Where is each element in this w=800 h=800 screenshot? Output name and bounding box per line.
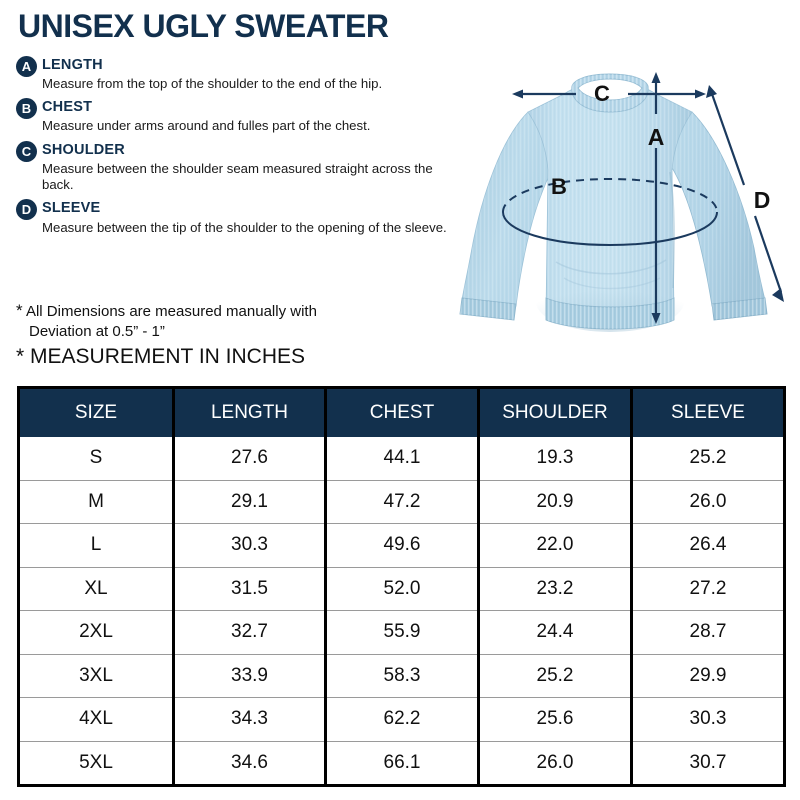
dimension-label-d: D: [754, 187, 771, 213]
legend-item-sleeve: D SLEEVE Measure between the tip of the …: [16, 198, 456, 235]
measurement-legend: A LENGTH Measure from the top of the sho…: [16, 55, 456, 241]
cell-length: 34.6: [172, 740, 326, 786]
length-dimension-a: A: [648, 72, 665, 324]
shoulder-dimension-c: C: [512, 81, 706, 106]
cell-sleeve: 30.3: [630, 697, 785, 741]
size-chart-table: SIZE LENGTH CHEST SHOULDER SLEEVE S 27.6…: [17, 386, 786, 787]
table-row: M 29.1 47.2 20.9 26.0: [18, 479, 785, 524]
cell-sleeve: 30.7: [630, 740, 785, 786]
column-header-chest: CHEST: [324, 387, 479, 437]
dimension-label-b: B: [551, 174, 567, 199]
sweater-illustration: [459, 73, 768, 332]
deviation-note-line1: All Dimensions are measured manually wit…: [25, 303, 317, 320]
cell-shoulder: 20.9: [477, 479, 632, 524]
cell-shoulder: 25.2: [477, 653, 632, 698]
cell-length: 29.1: [172, 479, 326, 524]
cell-chest: 55.9: [324, 610, 479, 654]
cell-length: 34.3: [172, 697, 326, 741]
units-note: * MEASUREMENT IN INCHES: [16, 345, 305, 369]
dimension-label-a: A: [648, 124, 665, 150]
deviation-note: * All Dimensions are measured manually w…: [16, 300, 436, 342]
legend-desc-sleeve: Measure between the tip of the shoulder …: [42, 219, 447, 235]
cell-chest: 44.1: [324, 437, 479, 480]
cell-chest: 66.1: [324, 740, 479, 786]
cell-chest: 62.2: [324, 697, 479, 741]
cell-shoulder: 19.3: [477, 437, 632, 480]
cell-shoulder: 22.0: [477, 523, 632, 567]
deviation-note-line2: Deviation at 0.5” - 1”: [29, 323, 165, 341]
badge-b-icon: B: [16, 98, 37, 120]
table-row: S 27.6 44.1 19.3 25.2: [18, 437, 785, 480]
units-note-text: MEASUREMENT IN INCHES: [30, 345, 306, 368]
sweater-diagram: C A B D: [424, 52, 800, 352]
cell-sleeve: 26.0: [630, 479, 785, 524]
legend-title-shoulder: SHOULDER: [42, 141, 125, 158]
table-header-row: SIZE LENGTH CHEST SHOULDER SLEEVE: [18, 387, 785, 437]
cell-sleeve: 25.2: [630, 437, 785, 480]
cell-size: S: [18, 437, 174, 480]
cell-shoulder: 23.2: [477, 566, 632, 611]
cell-size: 3XL: [18, 653, 174, 698]
asterisk-icon: *: [16, 301, 23, 320]
cell-chest: 47.2: [324, 479, 479, 524]
column-header-size: SIZE: [18, 387, 174, 437]
cell-shoulder: 26.0: [477, 740, 632, 786]
legend-desc-chest: Measure under arms around and fulles par…: [42, 118, 371, 134]
legend-item-chest: B CHEST Measure under arms around and fu…: [16, 97, 456, 134]
table-row: L 30.3 49.6 22.0 26.4: [18, 523, 785, 567]
cell-size: XL: [18, 566, 174, 611]
asterisk-icon: *: [16, 345, 25, 368]
cell-chest: 49.6: [324, 523, 479, 567]
table-row: XL 31.5 52.0 23.2 27.2: [18, 566, 785, 611]
legend-desc-shoulder: Measure between the shoulder seam measur…: [42, 160, 433, 193]
badge-a-icon: A: [16, 56, 37, 77]
legend-title-length: LENGTH: [42, 57, 103, 73]
cell-sleeve: 26.4: [630, 523, 785, 567]
legend-desc-length: Measure from the top of the shoulder to …: [42, 76, 383, 92]
table-row: 4XL 34.3 62.2 25.6 30.3: [18, 697, 785, 741]
column-header-sleeve: SLEEVE: [630, 387, 785, 437]
legend-item-length: A LENGTH Measure from the top of the sho…: [16, 55, 456, 92]
table-row: 5XL 34.6 66.1 26.0 30.7: [18, 740, 785, 786]
cell-size: 5XL: [18, 740, 174, 786]
legend-item-shoulder: C SHOULDER Measure between the shoulder …: [16, 140, 456, 194]
cell-length: 32.7: [172, 610, 326, 654]
cell-size: M: [18, 479, 174, 524]
table-row: 3XL 33.9 58.3 25.2 29.9: [18, 653, 785, 698]
cell-chest: 52.0: [324, 566, 479, 611]
badge-c-icon: C: [16, 140, 37, 162]
cell-sleeve: 29.9: [630, 653, 785, 698]
cell-size: 4XL: [18, 697, 174, 741]
cell-size: 2XL: [18, 610, 174, 654]
legend-title-chest: CHEST: [42, 99, 93, 116]
cell-size: L: [18, 523, 174, 567]
chest-dimension-b: B: [502, 174, 718, 247]
cell-shoulder: 24.4: [477, 610, 632, 654]
cell-length: 27.6: [172, 437, 326, 480]
cell-length: 33.9: [172, 653, 326, 698]
page-title: UNISEX UGLY SWEATER: [18, 8, 389, 44]
cell-chest: 58.3: [324, 653, 479, 698]
table-row: 2XL 32.7 55.9 24.4 28.7: [18, 610, 785, 654]
column-header-shoulder: SHOULDER: [477, 387, 632, 437]
cell-sleeve: 27.2: [630, 566, 785, 611]
cell-length: 31.5: [172, 566, 326, 611]
column-header-length: LENGTH: [172, 387, 326, 437]
sleeve-dimension-d: D: [706, 85, 784, 302]
cell-length: 30.3: [172, 523, 326, 567]
legend-title-sleeve: SLEEVE: [42, 200, 101, 217]
badge-d-icon: D: [16, 199, 37, 221]
cell-shoulder: 25.6: [477, 697, 632, 741]
dimension-label-c: C: [594, 81, 610, 106]
cell-sleeve: 28.7: [630, 610, 785, 654]
